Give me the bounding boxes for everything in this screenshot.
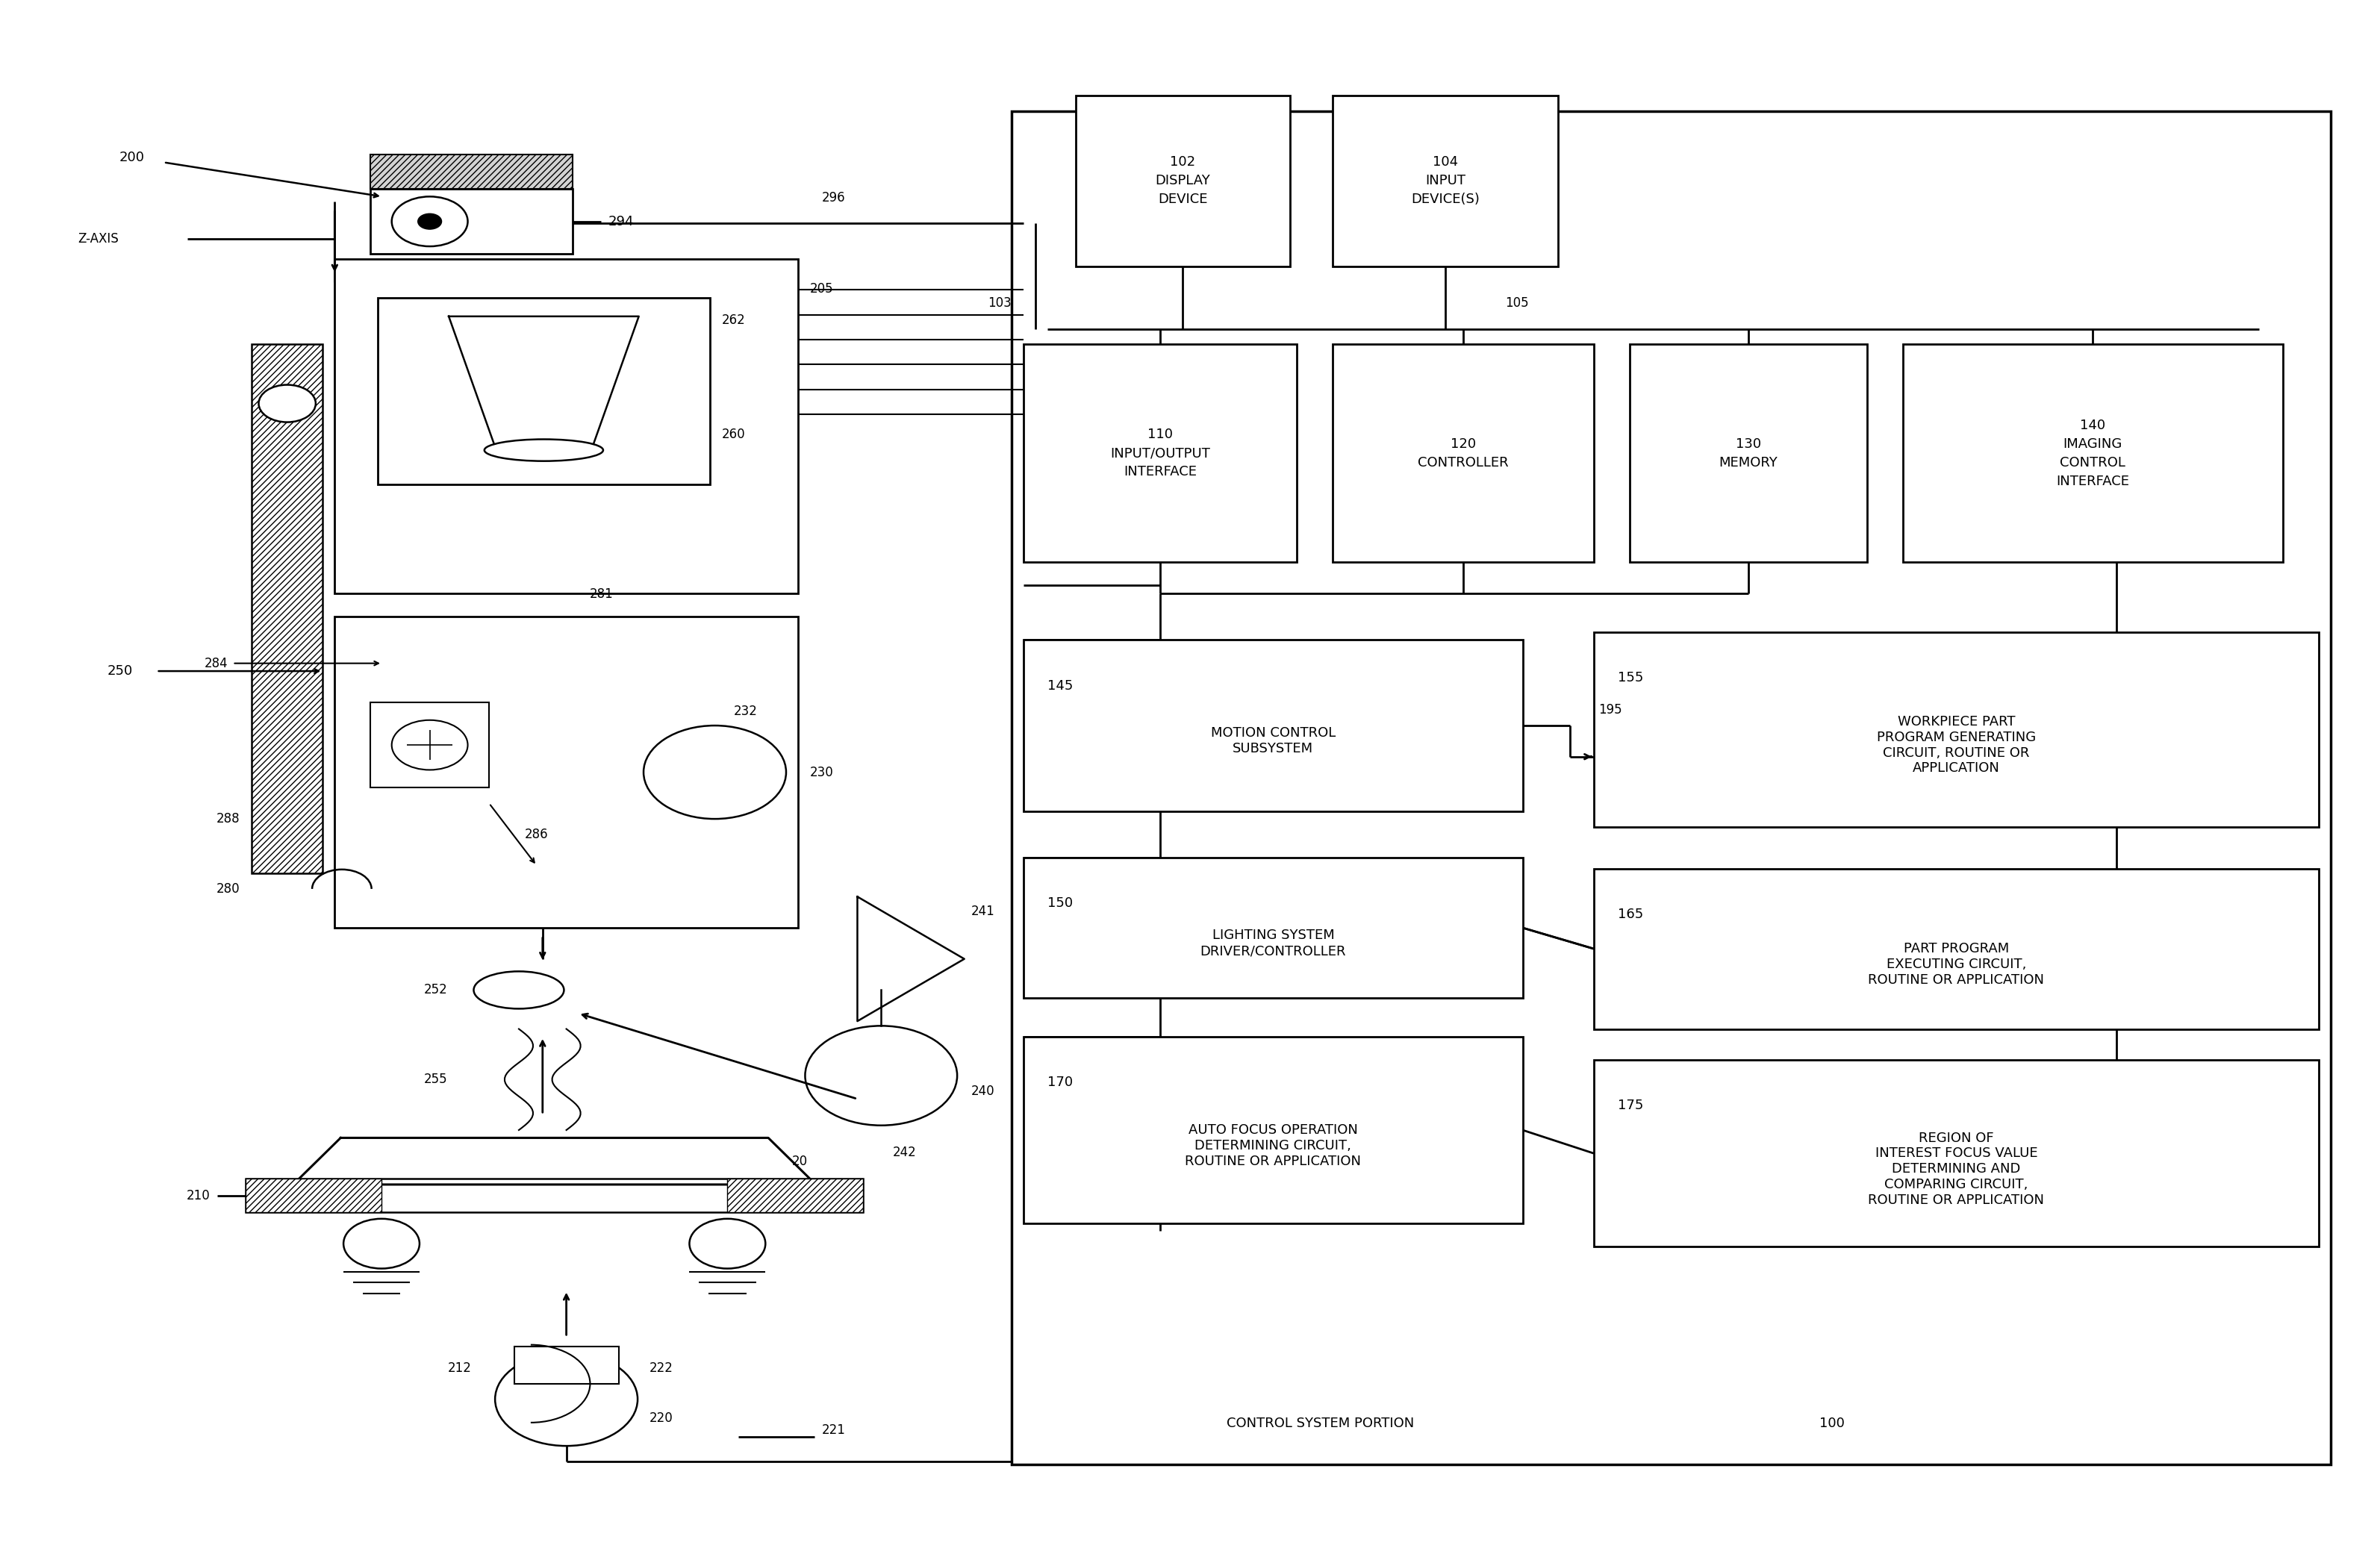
Circle shape	[343, 1218, 419, 1268]
Text: 200: 200	[119, 151, 145, 164]
Circle shape	[690, 1218, 766, 1268]
Text: 195: 195	[1599, 704, 1623, 716]
Text: 170: 170	[1047, 1075, 1073, 1089]
Text: 205: 205	[809, 282, 833, 295]
Text: 140
IMAGING
CONTROL
INTERFACE: 140 IMAGING CONTROL INTERFACE	[2056, 418, 2130, 488]
Circle shape	[495, 1353, 638, 1446]
Bar	[1595, 869, 2318, 1030]
Bar	[1902, 345, 2282, 562]
Bar	[1630, 345, 1868, 562]
Circle shape	[393, 197, 469, 246]
Bar	[1023, 1037, 1523, 1223]
Text: 294: 294	[607, 215, 633, 228]
Circle shape	[259, 385, 317, 423]
Text: 220: 220	[650, 1412, 674, 1424]
Text: CONTROL SYSTEM PORTION: CONTROL SYSTEM PORTION	[1226, 1416, 1414, 1431]
Bar	[514, 1346, 619, 1384]
Bar	[371, 702, 490, 788]
Text: 155: 155	[1618, 671, 1642, 685]
Ellipse shape	[474, 972, 564, 1009]
Bar	[1023, 345, 1297, 562]
Text: 281: 281	[590, 588, 614, 601]
Text: 130
MEMORY: 130 MEMORY	[1718, 437, 1778, 470]
Text: 255: 255	[424, 1073, 447, 1086]
Text: 280: 280	[217, 883, 240, 895]
Text: 250: 250	[107, 665, 133, 677]
Bar	[1595, 632, 2318, 827]
Bar	[371, 189, 571, 254]
Text: LIGHTING SYSTEM
DRIVER/CONTROLLER: LIGHTING SYSTEM DRIVER/CONTROLLER	[1200, 928, 1347, 958]
Bar	[1076, 95, 1290, 267]
Bar	[1023, 858, 1523, 998]
Bar	[245, 1178, 381, 1212]
Text: 100: 100	[1821, 1416, 1844, 1431]
Circle shape	[804, 1026, 957, 1125]
Polygon shape	[857, 897, 964, 1022]
Text: 232: 232	[733, 704, 757, 718]
Polygon shape	[293, 1137, 816, 1184]
Circle shape	[393, 721, 469, 771]
Text: 242: 242	[892, 1145, 916, 1159]
Ellipse shape	[486, 440, 602, 462]
Bar	[336, 616, 797, 928]
Text: 102
DISPLAY
DEVICE: 102 DISPLAY DEVICE	[1154, 156, 1211, 206]
Bar	[1595, 1061, 2318, 1246]
Bar	[378, 298, 709, 485]
Circle shape	[419, 214, 443, 229]
Text: 241: 241	[971, 905, 995, 917]
Text: 284: 284	[205, 657, 228, 671]
Text: Z-AXIS: Z-AXIS	[79, 232, 119, 245]
Bar	[1011, 111, 2330, 1465]
Text: 120
CONTROLLER: 120 CONTROLLER	[1418, 437, 1509, 470]
Text: 262: 262	[721, 314, 745, 326]
Text: PART PROGRAM
EXECUTING CIRCUIT,
ROUTINE OR APPLICATION: PART PROGRAM EXECUTING CIRCUIT, ROUTINE …	[1868, 942, 2044, 986]
Text: 210: 210	[186, 1189, 209, 1203]
Circle shape	[643, 725, 785, 819]
Text: 288: 288	[217, 813, 240, 825]
Text: 222: 222	[650, 1362, 674, 1374]
Text: 212: 212	[447, 1362, 471, 1374]
Text: 252: 252	[424, 983, 447, 997]
Bar	[728, 1178, 864, 1212]
Text: 175: 175	[1618, 1098, 1642, 1112]
Text: 260: 260	[721, 427, 745, 441]
Text: 105: 105	[1504, 296, 1528, 310]
Text: 150: 150	[1047, 897, 1073, 909]
Bar	[1333, 345, 1595, 562]
Text: 104
INPUT
DEVICE(S): 104 INPUT DEVICE(S)	[1411, 156, 1480, 206]
Text: WORKPIECE PART
PROGRAM GENERATING
CIRCUIT, ROUTINE OR
APPLICATION: WORKPIECE PART PROGRAM GENERATING CIRCUI…	[1878, 714, 2035, 775]
Text: 103: 103	[988, 296, 1012, 310]
Text: AUTO FOCUS OPERATION
DETERMINING CIRCUIT,
ROUTINE OR APPLICATION: AUTO FOCUS OPERATION DETERMINING CIRCUIT…	[1185, 1123, 1361, 1168]
Text: 165: 165	[1618, 908, 1642, 920]
Text: 296: 296	[821, 190, 845, 204]
Text: MOTION CONTROL
SUBSYSTEM: MOTION CONTROL SUBSYSTEM	[1211, 727, 1335, 755]
Polygon shape	[450, 317, 638, 451]
Text: 286: 286	[524, 828, 547, 841]
Text: 145: 145	[1047, 679, 1073, 693]
Text: 240: 240	[971, 1084, 995, 1098]
Text: 20: 20	[793, 1154, 807, 1168]
Text: 221: 221	[821, 1423, 845, 1437]
Text: 230: 230	[809, 766, 833, 778]
Bar	[371, 154, 571, 189]
Bar	[245, 1178, 864, 1212]
Bar	[1333, 95, 1559, 267]
Text: REGION OF
INTEREST FOCUS VALUE
DETERMINING AND
COMPARING CIRCUIT,
ROUTINE OR APP: REGION OF INTEREST FOCUS VALUE DETERMINI…	[1868, 1131, 2044, 1207]
Text: 110
INPUT/OUTPUT
INTERFACE: 110 INPUT/OUTPUT INTERFACE	[1111, 427, 1211, 479]
Bar	[252, 345, 324, 874]
Bar	[336, 259, 797, 593]
Bar	[1023, 640, 1523, 811]
